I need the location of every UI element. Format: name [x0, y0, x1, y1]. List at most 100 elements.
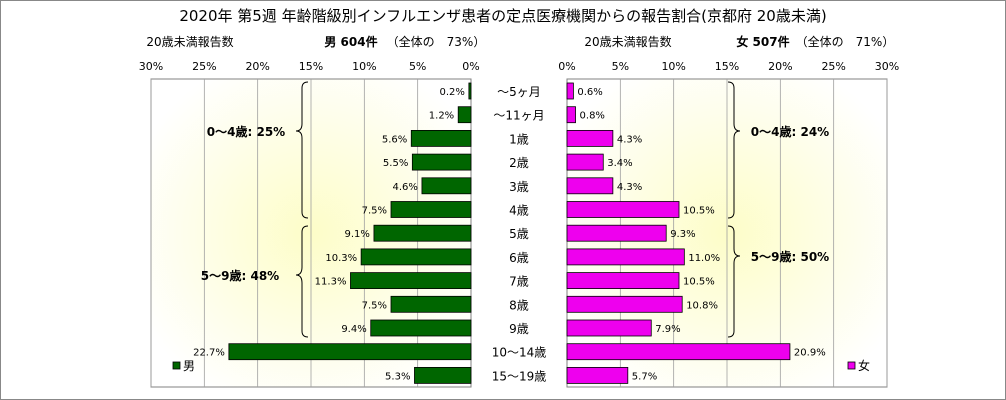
right-brackets: [727, 81, 741, 338]
male-bar: [457, 106, 472, 124]
male-data-label: 9.1%: [345, 229, 370, 240]
male-bar: [350, 272, 472, 290]
female-data-label: 0.6%: [577, 87, 602, 98]
right-group-0-4: 0〜4歳: 24%: [751, 124, 829, 139]
female-bar: [566, 319, 652, 337]
right-bracket-5-9: [727, 225, 741, 338]
category-label: 10〜14歳: [492, 346, 547, 360]
right-tick-label: 25%: [821, 60, 845, 73]
female-data-label: 5.7%: [632, 371, 657, 382]
right-tick-label: 5%: [612, 60, 629, 73]
category-label: 15〜19歳: [492, 369, 547, 383]
male-data-label: 1.2%: [429, 111, 454, 122]
male-data-label: 22.7%: [193, 348, 225, 359]
male-bar: [370, 319, 472, 337]
female-data-label: 0.8%: [580, 111, 605, 122]
female-data-label: 11.0%: [688, 253, 720, 264]
right-tick-label: 15%: [715, 60, 739, 73]
right-legend-swatch: [847, 361, 856, 370]
female-bar: [566, 106, 576, 124]
left-tick-label: 30%: [139, 60, 163, 73]
left-tick-label: 0%: [462, 60, 479, 73]
female-data-label: 3.4%: [607, 158, 632, 169]
left-group-5-9: 5〜9歳: 48%: [201, 268, 279, 283]
male-data-label: 9.4%: [341, 324, 366, 335]
male-bar: [373, 224, 472, 242]
female-bar: [566, 129, 614, 147]
right-group-5-9: 5〜9歳: 50%: [751, 249, 829, 264]
left-tick-label: 25%: [192, 60, 216, 73]
female-data-label: 7.9%: [655, 324, 680, 335]
female-bar: [566, 295, 683, 313]
right-legend: 女: [847, 358, 870, 373]
male-data-label: 10.3%: [325, 253, 357, 264]
male-bars: 0.2% 1.2% 5.6% 5.5% 4.6% 7.5% 9.1% 10.3% 11.3% 7.…: [193, 82, 472, 384]
left-group-0-4: 0〜4歳: 25%: [207, 124, 285, 139]
female-bar: [566, 272, 680, 290]
category-label: 4歳: [509, 204, 529, 218]
female-bar: [566, 82, 574, 100]
male-data-label: 5.5%: [383, 158, 408, 169]
female-bar: [566, 153, 604, 171]
left-header-share: （全体の 73%）: [387, 34, 486, 49]
female-data-label: 10.5%: [683, 206, 715, 217]
left-tick-label: 5%: [409, 60, 426, 73]
female-data-label: 10.8%: [686, 300, 718, 311]
male-bar: [390, 201, 472, 218]
male-bar: [421, 177, 472, 195]
male-data-label: 7.5%: [362, 206, 387, 217]
right-tick-label: 20%: [768, 60, 792, 73]
female-data-label: 20.9%: [794, 348, 826, 359]
male-data-label: 5.6%: [382, 134, 407, 145]
right-tick-label: 0%: [558, 60, 575, 73]
male-data-label: 4.6%: [393, 182, 418, 193]
category-label: 6歳: [509, 251, 529, 265]
right-gridlines: [619, 79, 888, 387]
right-header-count: 女 507件: [736, 34, 789, 49]
female-data-label: 4.3%: [617, 182, 642, 193]
male-bar: [411, 153, 472, 171]
male-data-label: 5.3%: [385, 371, 410, 382]
male-bar: [410, 129, 472, 147]
left-tick-label: 10%: [352, 60, 376, 73]
age-category-labels: 〜5ヶ月〜11ヶ月 1歳 2歳 3歳 4歳 5歳 6歳 7歳 8歳 9歳 10〜14歳 15〜19歳: [492, 85, 547, 383]
category-label: 〜5ヶ月: [497, 85, 541, 99]
left-bracket-5-9: [295, 225, 309, 338]
left-tick-label: 20%: [245, 60, 269, 73]
category-label: 5歳: [509, 227, 529, 241]
left-header-count: 男 604件: [324, 34, 377, 49]
female-bar: [566, 366, 629, 384]
female-bar: [566, 201, 680, 218]
right-header-share: （全体の 71%）: [796, 34, 895, 49]
female-bar: [566, 177, 614, 195]
right-bracket-0-4: [727, 81, 741, 219]
female-bar: [566, 248, 685, 266]
right-legend-label: 女: [858, 358, 870, 373]
category-label: 1歳: [509, 132, 529, 146]
male-data-label: 0.2%: [439, 87, 464, 98]
left-header-label: 20歳未満報告数: [146, 34, 233, 49]
male-data-label: 7.5%: [362, 300, 387, 311]
female-bar: [566, 224, 667, 242]
category-label: 7歳: [509, 275, 529, 289]
female-bar: [566, 343, 791, 361]
left-legend-swatch: [172, 361, 181, 370]
category-label: 〜11ヶ月: [493, 109, 544, 123]
male-bar: [360, 248, 472, 266]
left-brackets: [295, 81, 309, 338]
right-x-axis-ticks: 0% 5% 10% 15% 20% 25% 30%: [558, 60, 899, 73]
female-bars: 0.6% 0.8% 4.3% 3.4% 4.3% 10.5% 9.3% 11.0% 10.5% 1…: [566, 82, 826, 384]
category-label: 8歳: [509, 298, 529, 312]
chart-title: 2020年 第5週 年齢階級別インフルエンザ患者の定点医療機関からの報告割合(京…: [179, 7, 826, 25]
male-data-label: 11.3%: [315, 277, 347, 288]
left-bracket-0-4: [295, 81, 309, 219]
category-label: 2歳: [509, 156, 529, 170]
female-data-label: 10.5%: [683, 277, 715, 288]
female-data-label: 9.3%: [670, 229, 695, 240]
right-header-label: 20歳未満報告数: [584, 34, 671, 49]
left-x-axis-ticks: 0% 5% 10% 15% 20% 25% 30%: [139, 60, 480, 73]
male-bar: [414, 366, 472, 384]
category-label: 9歳: [509, 322, 529, 336]
left-legend-label: 男: [183, 359, 195, 373]
